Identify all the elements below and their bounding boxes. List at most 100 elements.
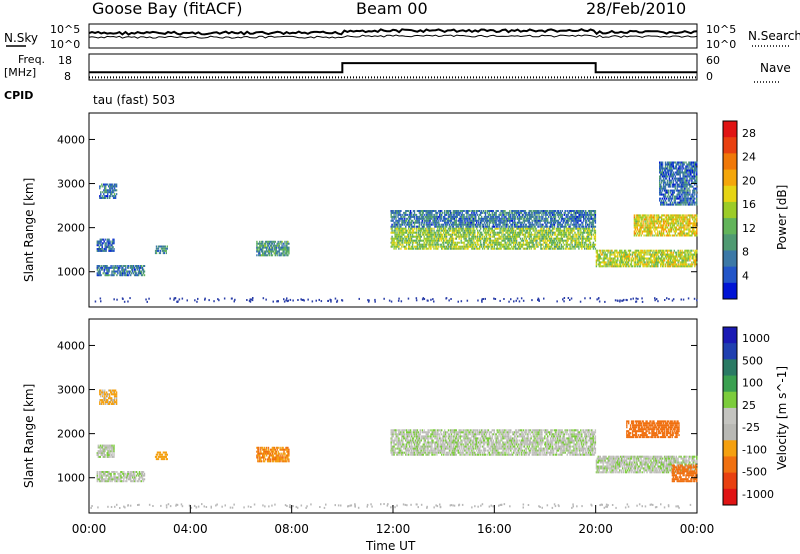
scatter-cell-6: [547, 221, 549, 224]
scatter-cell-5: [391, 235, 393, 238]
scatter-cell-5: [531, 243, 533, 246]
scatter-cell-5: [444, 229, 447, 232]
scatter-cell-7: [621, 259, 623, 262]
scatter-cell-5: [452, 241, 455, 244]
scatter-cell-5: [499, 245, 501, 248]
scatter-cell-5: [586, 243, 589, 246]
scatter-cell-5: [587, 229, 590, 232]
scatter-cell-6: [424, 215, 426, 218]
scatter-cell-5: [538, 237, 540, 240]
scatter-cell-8: [667, 218, 670, 221]
scatter-cell-5: [548, 239, 550, 242]
scatter-cell-5: [554, 243, 557, 246]
scatter-cell-5: [396, 229, 398, 232]
scatter-cell-6: [547, 225, 549, 228]
scatter-cell-0: [125, 272, 127, 275]
scatter-cell-6: [428, 215, 430, 218]
scatter-cell-2: [105, 185, 107, 188]
scatter-cell-5: [408, 243, 411, 246]
scatter-cell-5: [546, 245, 548, 248]
scatter-cell-0: [123, 268, 125, 271]
scatter-cell-6: [573, 221, 575, 224]
scatter-cell-6: [459, 210, 461, 212]
scatter-cell-5: [499, 231, 501, 234]
noise-search-series: [88, 34, 698, 39]
scatter-cell-5: [573, 245, 575, 248]
scatter-cell-6: [498, 213, 500, 216]
scatter-cell-7: [653, 263, 655, 266]
scatter-cell-7: [685, 255, 687, 258]
scatter-cell-7: [622, 259, 624, 262]
scatter-cell-6: [487, 219, 490, 222]
scatter-cell-0: [140, 272, 143, 275]
scatter-cell-6: [523, 219, 526, 222]
scatter-cell-6: [425, 210, 427, 212]
scatter-cell-6: [488, 223, 491, 226]
scatter-cell-5: [459, 235, 461, 238]
scatter-cell-5: [455, 235, 457, 238]
scatter-cell-5: [594, 231, 597, 234]
scatter-cell-6: [522, 223, 525, 226]
scatter-cell-7: [610, 265, 612, 268]
scatter-cell-6: [578, 215, 580, 218]
scatter-cell-5: [563, 231, 565, 234]
scatter-cell-6: [538, 217, 540, 220]
scatter-cell-8: [635, 230, 637, 233]
scatter-cell-7: [619, 263, 621, 266]
scatter-cell-5: [417, 229, 420, 232]
scatter-cell-8: [674, 228, 676, 231]
scatter-cell-6: [483, 211, 486, 214]
scatter-cell-3: [154, 249, 157, 252]
scatter-cell-7: [675, 253, 677, 256]
scatter-cell-7: [622, 251, 625, 254]
scatter-cell-7: [605, 249, 607, 252]
scatter-cell-4: [261, 250, 263, 253]
scatter-cell-5: [542, 237, 544, 240]
scatter-cell-1: [103, 249, 105, 252]
scatter-cell-5: [469, 237, 471, 240]
scatter-cell-7: [688, 263, 690, 266]
scatter-cell-8: [677, 228, 679, 231]
scatter-cell-8: [634, 226, 636, 229]
scatter-cell-5: [442, 241, 444, 244]
scatter-cell-0: [106, 270, 108, 273]
scatter-cell-6: [398, 210, 400, 212]
scatter-cell-8: [676, 218, 678, 221]
scatter-cell-6: [444, 219, 446, 222]
scatter-cell-5: [485, 241, 488, 244]
scatter-cell-6: [546, 225, 548, 228]
scatter-cell-5: [580, 229, 582, 232]
scatter-cell-6: [437, 225, 439, 228]
scatter-cell-5: [460, 235, 462, 238]
scatter-cell-5: [568, 243, 570, 246]
scatter-cell-6: [520, 215, 523, 218]
scatter-cell-6: [408, 215, 411, 218]
scatter-cell-8: [641, 218, 643, 221]
scatter-cell-6: [557, 215, 560, 218]
scatter-cell-6: [458, 219, 460, 222]
scatter-cell-4: [272, 244, 275, 247]
scatter-cell-5: [412, 241, 415, 244]
scatter-cell-8: [639, 214, 641, 217]
scatter-cell-5: [426, 241, 428, 244]
scatter-cell-5: [549, 247, 551, 250]
scatter-cell-1: [108, 248, 110, 250]
scatter-cell-5: [510, 235, 512, 238]
scatter-cell-5: [577, 237, 579, 240]
scatter-cell-5: [514, 239, 517, 242]
scatter-cell-8: [684, 220, 686, 223]
scatter-cell-6: [562, 221, 564, 224]
scatter-cell-0: [106, 272, 108, 275]
scatter-cell-7: [623, 251, 626, 254]
scatter-cell-5: [477, 237, 479, 240]
scatter-cell-5: [390, 245, 392, 248]
scatter-cell-6: [590, 225, 593, 228]
scatter-cell-7: [627, 263, 630, 266]
scatter-cell-5: [403, 237, 405, 240]
scatter-cell-1: [99, 242, 101, 245]
scatter-cell-0: [136, 265, 139, 267]
scatter-cell-4: [265, 246, 268, 249]
scatter-cell-0: [98, 272, 100, 275]
scatter-cell-5: [482, 229, 485, 232]
scatter-cell-7: [675, 259, 677, 262]
